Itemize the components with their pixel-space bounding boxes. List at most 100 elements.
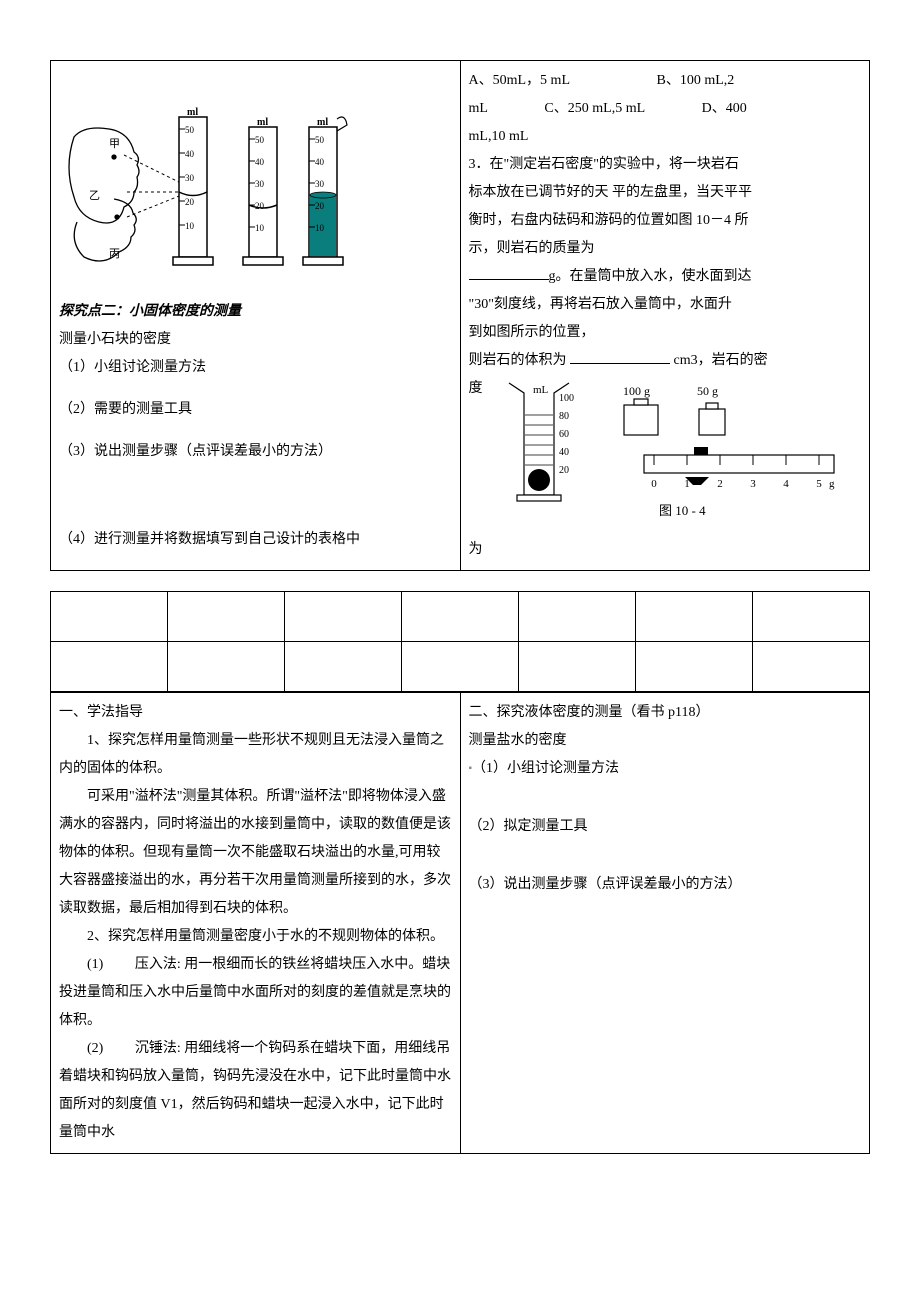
choice-line1: A、50mL，5 mL B、100 mL,2 (469, 67, 862, 95)
svg-text:80: 80 (559, 411, 569, 422)
section-title: 探究点二：小固体密度的测量 (59, 298, 452, 326)
density-char: 度 (469, 375, 483, 403)
choice-line2: mL C、250 mL,5 mL D、400 (469, 95, 862, 123)
tl-item1: （1）小组讨论测量方法 (59, 354, 452, 382)
svg-text:mL: mL (533, 384, 549, 396)
q3-l6: "30"刻度线，再将岩石放入量筒中，水面升 (469, 291, 862, 319)
svg-text:3: 3 (750, 478, 756, 490)
cylinder-sketch-svg: 甲 乙 丙 ml 50 (59, 77, 359, 277)
ll-p1: 1、探究怎样用量筒测量一些形状不规则且无法浸入量筒之内的固体的体积。 (59, 727, 452, 783)
lower-content-table: 一、学法指导 1、探究怎样用量筒测量一些形状不规则且无法浸入量筒之内的固体的体积… (50, 692, 870, 1154)
q3-l7: 到如图所示的位置， (469, 319, 862, 347)
q3-l3: 衡时，右盘内砝码和游码的位置如图 10－4 所 (469, 207, 862, 235)
mass-100: 100 g (623, 384, 650, 398)
svg-text:40: 40 (255, 157, 265, 167)
svg-text:20: 20 (315, 201, 325, 211)
mass-50: 50 g (697, 384, 718, 398)
q3-l4: 示，则岩石的质量为 (469, 235, 862, 263)
svg-text:0: 0 (651, 478, 657, 490)
svg-text:30: 30 (255, 179, 265, 189)
choice-d: D、400 (702, 101, 747, 116)
blank-mass (469, 266, 549, 280)
lr-sub: 测量盐水的密度 (469, 727, 862, 755)
tl-item3: （3）说出测量步骤（点评误差最小的方法） (59, 438, 452, 466)
table-cell (285, 642, 402, 692)
cylinder-3: ml 50 40 30 20 10 (303, 117, 347, 265)
svg-text:40: 40 (185, 149, 195, 159)
tl-item4: （4）进行测量并将数据填写到自己设计的表格中 (59, 526, 452, 554)
face-label-1: 甲 (109, 138, 120, 150)
svg-text:ml: ml (257, 117, 268, 128)
figure-caption: 图 10 - 4 (659, 503, 706, 518)
lower-right-cell: 二、探究液体密度的测量（看书 p118） 测量盐水的密度 ▪（1）小组讨论测量方… (460, 693, 870, 1154)
svg-text:ml: ml (317, 117, 328, 128)
svg-text:60: 60 (559, 429, 569, 440)
top-content-table: 甲 乙 丙 ml 50 (50, 60, 870, 571)
svg-text:10: 10 (185, 221, 195, 231)
svg-text:30: 30 (185, 173, 195, 183)
table-cell (51, 592, 168, 642)
ll-p5: (2) 沉锤法: 用细线将一个钩码系在蜡块下面，用细线吊着蜡块和钩码放入量筒，钩… (59, 1035, 452, 1147)
sub-title: 测量小石块的密度 (59, 326, 452, 354)
table-cell (402, 642, 519, 692)
face-label-2: 乙 (89, 189, 100, 202)
cylinder-1: ml 50 40 30 20 10 (173, 107, 213, 265)
svg-text:g: g (829, 478, 835, 490)
svg-text:100: 100 (559, 393, 574, 404)
choice-line3: mL,10 mL (469, 123, 862, 151)
face-label-3: 丙 (109, 248, 120, 260)
svg-text:10: 10 (315, 223, 325, 233)
table-cell (51, 642, 168, 692)
cylinder-sketch-block: 甲 乙 丙 ml 50 (59, 67, 452, 298)
ll-p2: 可采用"溢杯法"测量其体积。所谓"溢杯法"即将物体浸入盛满水的容器内，同时将溢出… (59, 783, 452, 923)
svg-text:50: 50 (255, 135, 265, 145)
q3-last: 为 (469, 536, 862, 564)
q3-l8: 则岩石的体积为 cm3，岩石的密 (469, 347, 862, 375)
tl-item2: （2）需要的测量工具 (59, 396, 452, 424)
table-cell (168, 642, 285, 692)
table-cell (519, 642, 636, 692)
top-left-cell: 甲 乙 丙 ml 50 (51, 61, 461, 571)
svg-text:4: 4 (783, 478, 789, 490)
q3-l1: 3．在"测定岩石密度"的实验中，将一块岩石 (469, 151, 862, 179)
svg-text:2: 2 (717, 478, 723, 490)
table-cell (636, 592, 753, 642)
table-cell (402, 592, 519, 642)
table-cell (753, 642, 870, 692)
top-right-cell: A、50mL，5 mL B、100 mL,2 mL C、250 mL,5 mL … (460, 61, 870, 571)
ll-heading: 一、学法指导 (59, 699, 452, 727)
table-cell (168, 592, 285, 642)
svg-text:50: 50 (315, 135, 325, 145)
choice-b: B、100 mL,2 (656, 73, 734, 88)
lr-item1: ▪（1）小组讨论测量方法 (469, 755, 862, 783)
table-cell (753, 592, 870, 642)
svg-text:50: 50 (185, 125, 195, 135)
q3-l2: 标本放在已调节好的天 平的左盘里，当天平平 (469, 179, 862, 207)
lr-item3: （3）说出测量步骤（点评误差最小的方法） (469, 871, 862, 899)
svg-text:ml: ml (187, 107, 198, 118)
svg-text:10: 10 (255, 223, 265, 233)
table-cell (636, 642, 753, 692)
choice-c: C、250 mL,5 mL (544, 101, 644, 116)
svg-text:1: 1 (684, 478, 690, 490)
figure-10-4: 度 (469, 375, 862, 536)
cylinder-2: ml 50 40 30 20 10 (243, 117, 283, 265)
blank-data-table (50, 591, 870, 692)
svg-text:20: 20 (559, 465, 569, 476)
choice-a: A、50mL，5 mL (469, 73, 570, 88)
lr-heading: 二、探究液体密度的测量（看书 p118） (469, 699, 862, 727)
svg-text:40: 40 (315, 157, 325, 167)
table-cell (519, 592, 636, 642)
svg-text:30: 30 (315, 179, 325, 189)
lr-item2: （2）拟定测量工具 (469, 813, 862, 841)
blank-volume (570, 350, 670, 364)
ll-p3: 2、探究怎样用量筒测量密度小于水的不规则物体的体积。 (59, 923, 452, 951)
svg-text:20: 20 (255, 201, 265, 211)
svg-text:5: 5 (816, 478, 822, 490)
ll-p4: (1) 压入法: 用一根细而长的铁丝将蜡块压入水中。蜡块投进量筒和压入水中后量筒… (59, 951, 452, 1035)
svg-text:20: 20 (185, 197, 195, 207)
q3-blank-line: g。在量筒中放入水，使水面到达 (469, 263, 862, 291)
table-cell (285, 592, 402, 642)
svg-text:40: 40 (559, 447, 569, 458)
lower-left-cell: 一、学法指导 1、探究怎样用量筒测量一些形状不规则且无法浸入量筒之内的固体的体积… (51, 693, 461, 1154)
